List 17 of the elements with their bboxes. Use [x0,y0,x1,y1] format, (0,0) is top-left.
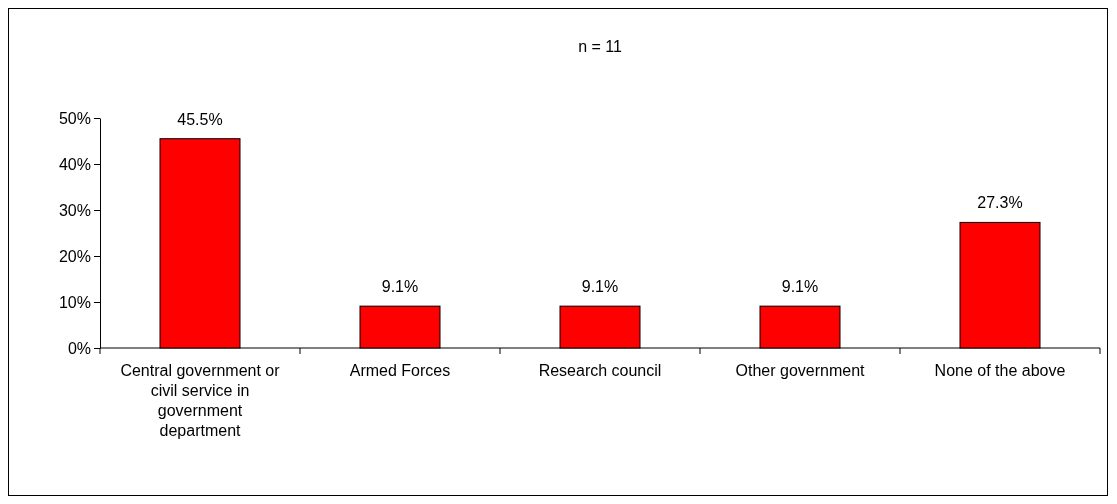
y-tick-label: 30% [58,201,91,219]
x-tick-label: Central government or civil service in government department [120,362,281,439]
y-tick-label: 10% [58,293,91,311]
chart-title: n = 11 [578,38,622,55]
data-label: 45.5% [177,110,223,128]
data-label: 9.1% [781,278,819,296]
x-tick-label: None of the above [934,362,1066,379]
data-label: 27.3% [977,194,1023,212]
x-tick-label: Other government [735,362,866,379]
x-tick-label: Research council [538,362,662,379]
x-tick-label: Armed Forces [349,362,451,379]
data-label: 9.1% [381,278,419,296]
y-tick-label: 20% [58,247,91,265]
y-tick-label: 50% [58,109,91,127]
data-label: 9.1% [581,278,619,296]
y-tick-label: 0% [67,339,91,357]
y-tick-label: 40% [58,155,91,173]
